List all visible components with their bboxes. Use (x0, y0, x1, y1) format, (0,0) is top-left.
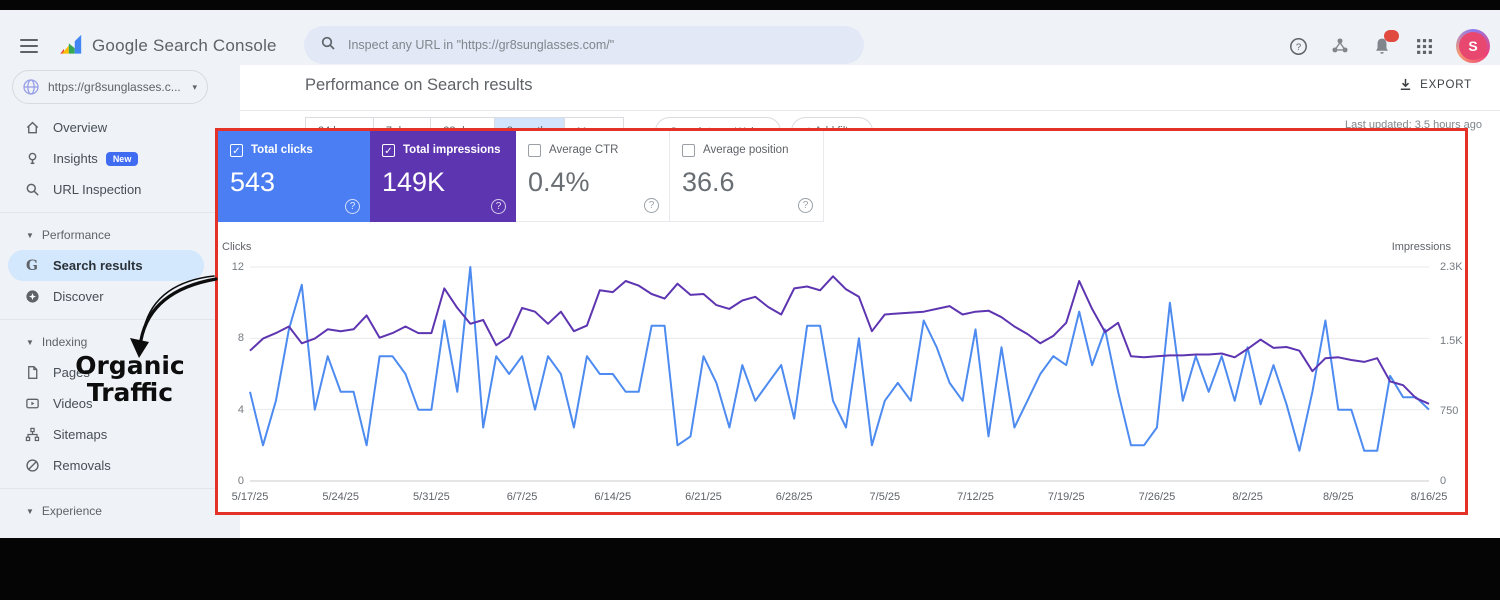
chevron-down-icon: ▼ (26, 230, 34, 240)
download-icon (1400, 78, 1411, 90)
metric-cards-row: ✓ Total clicks 543 ? ✓ Total impressions… (218, 131, 824, 222)
checkbox-unchecked-icon[interactable] (528, 144, 541, 157)
checkbox-checked-icon[interactable]: ✓ (382, 144, 395, 157)
property-url: https://gr8sunglasses.c... (48, 80, 181, 94)
cluster-icon[interactable] (1330, 36, 1350, 56)
search-icon (24, 182, 40, 198)
left-axis-tick: 8 (237, 332, 244, 345)
right-axis-tick: 2.3K (1440, 261, 1463, 273)
property-selector[interactable]: https://gr8sunglasses.c... ▾ (12, 70, 208, 104)
x-axis-tick: 6/7/25 (506, 491, 538, 503)
sidebar-item-sitemaps[interactable]: Sitemaps (0, 419, 240, 450)
x-axis-tick: 7/26/25 (1138, 491, 1176, 503)
x-axis-tick: 5/24/25 (322, 491, 360, 503)
sidebar-item-videos[interactable]: Videos (0, 388, 240, 419)
sidebar-item-insights[interactable]: Insights New (0, 143, 240, 174)
performance-chart: Clicks Impressions 0 4 8 12 0 750 1.5K 2.3K 5/17/2… (218, 131, 1465, 512)
x-axis-tick: 6/14/25 (594, 491, 632, 503)
total-clicks-card[interactable]: ✓ Total clicks 543 ? (218, 131, 370, 222)
title-divider (240, 110, 1500, 111)
page-title: Performance on Search results (305, 76, 533, 94)
account-avatar[interactable]: S (1456, 29, 1490, 63)
help-icon[interactable]: ? (1288, 36, 1308, 56)
left-axis-tick: 0 (237, 475, 244, 487)
sitemap-icon (24, 427, 40, 443)
help-icon[interactable]: ? (491, 199, 506, 214)
sidebar-section-indexing[interactable]: ▼ Indexing (26, 335, 88, 349)
x-axis-tick: 8/2/25 (1232, 491, 1263, 503)
series-line-clicks (249, 266, 1430, 452)
annotation-text: Organic Traffic (75, 351, 185, 407)
sidebar-divider (0, 488, 240, 489)
new-badge: New (105, 151, 139, 166)
svg-text:?: ? (1295, 42, 1300, 53)
sidebar-item-pages[interactable]: Pages (0, 357, 240, 388)
g-icon: G (26, 257, 38, 274)
sidebar-item-overview[interactable]: Overview (0, 112, 240, 143)
x-axis-tick: 7/12/25 (957, 491, 994, 503)
video-icon (24, 396, 40, 412)
right-axis-tick: 1.5K (1440, 335, 1463, 348)
home-icon (24, 120, 40, 136)
notifications-icon[interactable] (1372, 30, 1399, 56)
x-axis-tick: 6/21/25 (685, 491, 722, 503)
sidebar: Overview Insights New URL Inspection ▼ Perfor… (0, 112, 240, 526)
series-line-impressions (249, 275, 1430, 405)
search-icon (320, 35, 336, 56)
checkbox-checked-icon[interactable]: ✓ (230, 144, 243, 157)
pages-icon (24, 365, 40, 381)
insights-icon (24, 151, 40, 167)
chevron-down-icon: ▼ (26, 506, 34, 516)
sidebar-item-search-results[interactable]: G Search results (8, 250, 204, 281)
search-placeholder: Inspect any URL in "https://gr8sunglasse… (348, 38, 615, 52)
chevron-down-icon: ▾ (192, 81, 197, 92)
help-icon[interactable]: ? (345, 199, 360, 214)
right-axis-title: Impressions (1391, 241, 1451, 253)
left-axis-tick: 12 (231, 261, 244, 273)
average-position-card[interactable]: Average position 36.6 ? (670, 131, 824, 222)
x-axis-tick: 5/17/25 (231, 491, 269, 503)
footer-banner: Offshore Marketers offshoremarketers.com (0, 538, 1500, 600)
x-axis-tick: 7/19/25 (1047, 491, 1085, 503)
search-console-logo-icon (56, 30, 86, 65)
hamburger-menu-icon[interactable] (20, 39, 38, 53)
top-black-strip (0, 0, 1500, 10)
sidebar-item-removals[interactable]: Removals (0, 450, 240, 481)
brand-title: Google Search Console (92, 36, 277, 55)
left-axis-tick: 4 (237, 403, 244, 416)
sidebar-item-discover[interactable]: Discover (0, 281, 240, 312)
sidebar-section-experience[interactable]: ▼ Experience (26, 504, 102, 518)
x-axis-tick: 8/9/25 (1323, 491, 1354, 503)
sidebar-divider (0, 212, 240, 213)
chart-canvas (249, 266, 1430, 482)
x-axis-tick: 8/16/25 (1410, 491, 1448, 503)
discover-icon (24, 289, 40, 305)
help-icon[interactable]: ? (644, 198, 659, 213)
x-axis-tick: 5/31/25 (413, 491, 450, 503)
average-ctr-card[interactable]: Average CTR 0.4% ? (516, 131, 670, 222)
help-icon[interactable]: ? (798, 198, 813, 213)
x-axis-tick: 7/5/25 (869, 491, 901, 503)
sidebar-item-url-inspection[interactable]: URL Inspection (0, 174, 240, 205)
sidebar-section-performance[interactable]: ▼ Performance (26, 228, 111, 242)
removals-icon (24, 458, 40, 474)
total-impressions-card[interactable]: ✓ Total impressions 149K ? (370, 131, 516, 222)
globe-icon (23, 79, 39, 95)
export-button[interactable]: EXPORT (1398, 77, 1472, 92)
topbar: Google Search Console Inspect any URL in… (0, 10, 1500, 65)
checkbox-unchecked-icon[interactable] (682, 144, 695, 157)
x-axis-tick: 6/28/25 (775, 491, 813, 503)
left-axis-title: Clicks (222, 241, 252, 253)
right-axis-tick: 0 (1440, 475, 1447, 487)
apps-grid-icon[interactable] (1414, 36, 1434, 56)
red-highlight-box: ✓ Total clicks 543 ? ✓ Total impressions… (215, 128, 1468, 515)
sidebar-divider (0, 319, 240, 320)
right-axis-tick: 750 (1440, 405, 1459, 418)
chevron-down-icon: ▼ (26, 337, 34, 347)
annotation-arrow-icon (118, 266, 230, 371)
notification-badge (1384, 30, 1399, 42)
url-inspect-searchbox[interactable]: Inspect any URL in "https://gr8sunglasse… (304, 26, 864, 64)
